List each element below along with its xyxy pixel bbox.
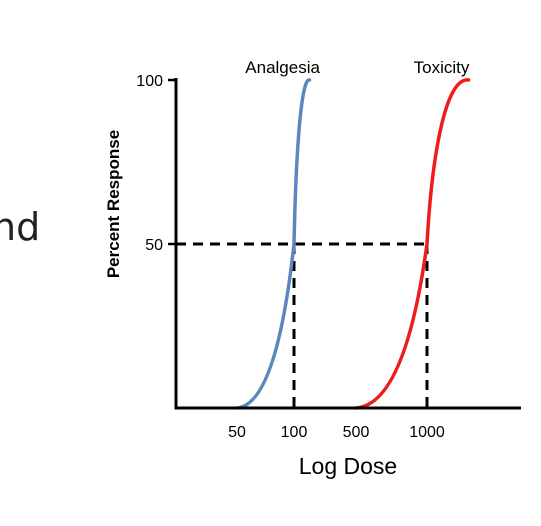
- x-tick-label-500: 500: [343, 424, 370, 441]
- toxicity-label: Toxicity: [414, 58, 470, 77]
- x-tick-label-50: 50: [228, 424, 246, 441]
- y-ticks: 50 100: [136, 73, 176, 254]
- x-axis-title: Log Dose: [299, 453, 397, 479]
- analgesia-label: Analgesia: [245, 58, 320, 77]
- y-axis-title: Percent Response: [104, 130, 123, 278]
- toxicity-curve: [354, 78, 471, 410]
- reference-lines: [176, 242, 429, 408]
- series-labels: Analgesia Toxicity: [245, 58, 470, 77]
- x-tick-labels: 50 100 500 1000: [228, 424, 445, 441]
- x-tick-label-100: 100: [281, 424, 308, 441]
- y-tick-label-50: 50: [145, 237, 163, 254]
- y-tick-label-100: 100: [136, 73, 163, 90]
- analgesia-curve: [235, 78, 312, 410]
- slide-text-fragment: nd: [0, 205, 40, 249]
- x-tick-label-1000: 1000: [409, 424, 445, 441]
- series-curves: [235, 78, 471, 410]
